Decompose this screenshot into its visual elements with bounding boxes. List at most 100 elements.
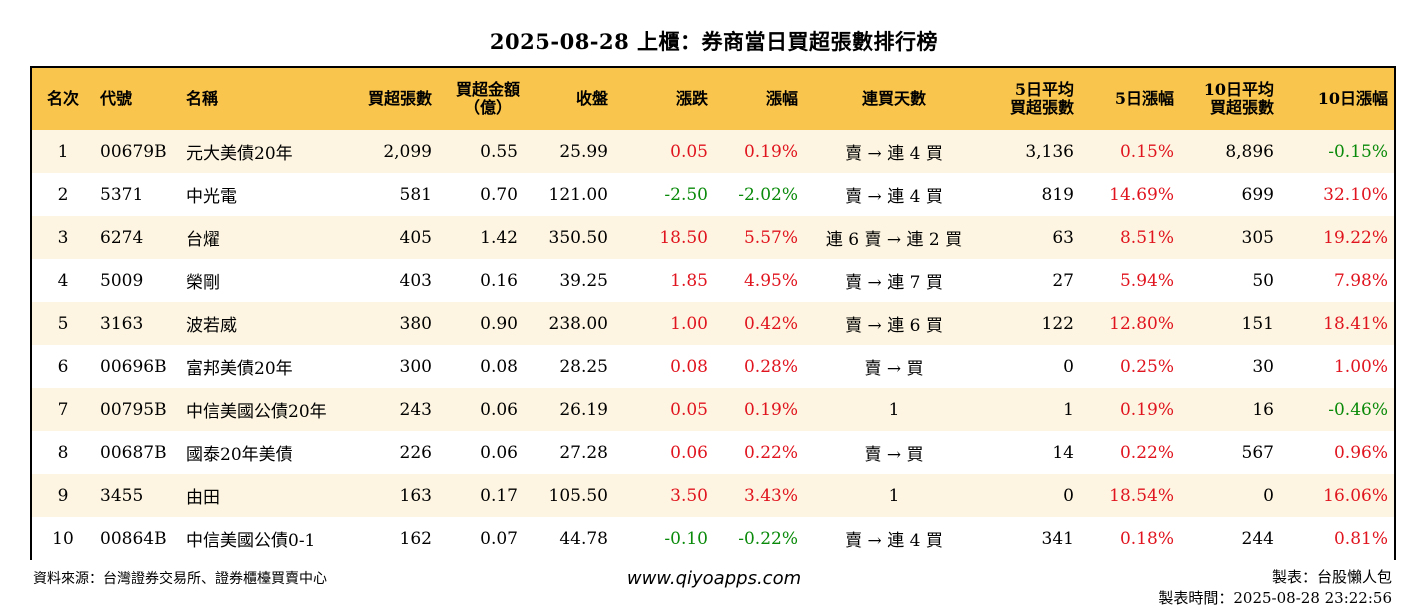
cell-days: 1 — [888, 399, 900, 420]
header-rank: 名次 — [46, 89, 79, 108]
cell-amount: 0.70 — [480, 184, 518, 205]
cell-close: 27.28 — [559, 442, 608, 463]
website-link[interactable]: www.qiyoapps.com — [626, 568, 802, 589]
cell-pct: 0.42% — [743, 313, 798, 334]
table-row: 5 3163 波若威 380 0.90 238.00 1.00 0.42% 賣 → 連 6 買 1… — [32, 302, 1394, 345]
cell-pct5: 0.22% — [1119, 442, 1174, 463]
header-avg10: 10日平均 買超張數 — [1180, 68, 1280, 130]
cell-close: 26.19 — [559, 399, 608, 420]
cell-close: 238.00 — [548, 313, 608, 334]
cell-days: 1 — [888, 485, 900, 506]
cell-days: 賣 → 連 4 買 — [845, 144, 943, 164]
cell-amount: 0.06 — [480, 399, 518, 420]
cell-code: 5009 — [100, 270, 144, 291]
table-row: 6 00696B 富邦美債20年 300 0.08 28.25 0.08 0.28% 賣 → 買… — [32, 345, 1394, 388]
header-avg10-line1: 10日平均 — [1203, 80, 1274, 99]
header-name: 名稱 — [186, 89, 219, 108]
cell-avg10: 699 — [1241, 184, 1274, 205]
cell-pct: 5.57% — [743, 227, 798, 248]
cell-name: 中光電 — [186, 187, 237, 207]
cell-rank: 3 — [57, 227, 69, 248]
cell-pct10: 0.81% — [1333, 528, 1388, 549]
cell-pct5: 0.15% — [1119, 141, 1174, 162]
cell-pct10: -0.46% — [1328, 399, 1388, 420]
cell-rank: 6 — [57, 356, 69, 377]
table-row: 7 00795B 中信美國公債20年 243 0.06 26.19 0.05 0.19% 1 1 0… — [32, 388, 1394, 431]
cell-buy-lots: 405 — [399, 227, 432, 248]
footer-maker: 製表：台股懶人包 — [1271, 568, 1392, 586]
cell-amount: 0.08 — [480, 356, 518, 377]
cell-avg10: 244 — [1241, 528, 1274, 549]
header-days: 連買天數 — [861, 89, 926, 108]
cell-name: 元大美債20年 — [186, 144, 293, 164]
cell-close: 28.25 — [559, 356, 608, 377]
cell-avg5: 3,136 — [1025, 141, 1074, 162]
ranking-table: 名次 代號 名稱 買超張數 買超金額 （億） 收盤 漲跌 漲幅 連買天數 5日平… — [32, 68, 1394, 560]
cell-pct10: 0.96% — [1333, 442, 1388, 463]
cell-pct10: -0.15% — [1328, 141, 1388, 162]
table-row: 8 00687B 國泰20年美債 226 0.06 27.28 0.06 0.22% 賣 → 買… — [32, 431, 1394, 474]
cell-days: 賣 → 連 6 買 — [845, 316, 943, 336]
header-pct5: 5日漲幅 — [1114, 89, 1174, 108]
cell-change: 18.50 — [659, 227, 708, 248]
cell-change: -2.50 — [664, 184, 708, 205]
cell-name: 富邦美債20年 — [186, 359, 293, 379]
cell-pct: 0.22% — [743, 442, 798, 463]
cell-rank: 4 — [57, 270, 69, 291]
cell-amount: 0.16 — [480, 270, 518, 291]
cell-amount: 0.55 — [480, 141, 518, 162]
cell-avg5: 0 — [1063, 356, 1074, 377]
header-avg5-line1: 5日平均 — [1014, 80, 1074, 99]
cell-pct10: 1.00% — [1333, 356, 1388, 377]
cell-avg10: 50 — [1252, 270, 1274, 291]
cell-close: 44.78 — [559, 528, 608, 549]
cell-buy-lots: 300 — [399, 356, 432, 377]
cell-avg10: 16 — [1252, 399, 1274, 420]
cell-name: 由田 — [186, 488, 220, 508]
cell-name: 中信美國公債20年 — [186, 402, 327, 422]
cell-change: -0.10 — [664, 528, 708, 549]
cell-pct5: 12.80% — [1109, 313, 1174, 334]
cell-code: 00795B — [100, 399, 167, 420]
header-change: 漲跌 — [675, 89, 708, 108]
table-row: 9 3455 由田 163 0.17 105.50 3.50 3.43% 1 0 18.54% 0 16… — [32, 474, 1394, 517]
footer-credits: 製表：台股懶人包 製表時間：2025-08-28 23:22:56 — [1158, 567, 1392, 609]
cell-pct5: 18.54% — [1109, 485, 1174, 506]
cell-avg10: 30 — [1252, 356, 1274, 377]
cell-pct: 3.43% — [743, 485, 798, 506]
cell-avg10: 151 — [1241, 313, 1274, 334]
cell-code: 00864B — [100, 528, 167, 549]
cell-code: 00687B — [100, 442, 167, 463]
header-close: 收盤 — [575, 89, 608, 108]
cell-pct: 4.95% — [743, 270, 798, 291]
cell-pct5: 0.19% — [1119, 399, 1174, 420]
table-row: 2 5371 中光電 581 0.70 121.00 -2.50 -2.02% 賣 → 連 4 … — [32, 173, 1394, 216]
cell-pct: 0.19% — [743, 399, 798, 420]
cell-avg10: 8,896 — [1225, 141, 1274, 162]
cell-close: 121.00 — [548, 184, 608, 205]
cell-name: 榮剛 — [186, 273, 220, 293]
cell-avg5: 122 — [1041, 313, 1074, 334]
cell-buy-lots: 380 — [399, 313, 432, 334]
cell-amount: 0.90 — [480, 313, 518, 334]
header-code: 代號 — [100, 89, 133, 108]
cell-pct: 0.28% — [743, 356, 798, 377]
cell-rank: 2 — [57, 184, 69, 205]
header-avg5-line2: 買超張數 — [1009, 98, 1074, 117]
cell-avg10: 0 — [1263, 485, 1274, 506]
cell-pct10: 18.41% — [1323, 313, 1388, 334]
page-title: 2025-08-28 上櫃：券商當日買超張數排行榜 — [489, 29, 939, 54]
header-buy-lots: 買超張數 — [367, 89, 432, 108]
cell-pct5: 0.25% — [1119, 356, 1174, 377]
cell-code: 3455 — [100, 485, 144, 506]
cell-buy-lots: 403 — [399, 270, 432, 291]
cell-name: 台燿 — [186, 230, 220, 250]
cell-name: 國泰20年美債 — [186, 445, 293, 465]
table-row: 4 5009 榮剛 403 0.16 39.25 1.85 4.95% 賣 → 連 7 買 27 5… — [32, 259, 1394, 302]
cell-code: 5371 — [100, 184, 144, 205]
cell-buy-lots: 226 — [399, 442, 432, 463]
cell-days: 賣 → 買 — [864, 445, 924, 465]
cell-avg5: 819 — [1041, 184, 1074, 205]
cell-days: 賣 → 連 4 買 — [845, 187, 943, 207]
cell-rank: 1 — [57, 141, 69, 162]
